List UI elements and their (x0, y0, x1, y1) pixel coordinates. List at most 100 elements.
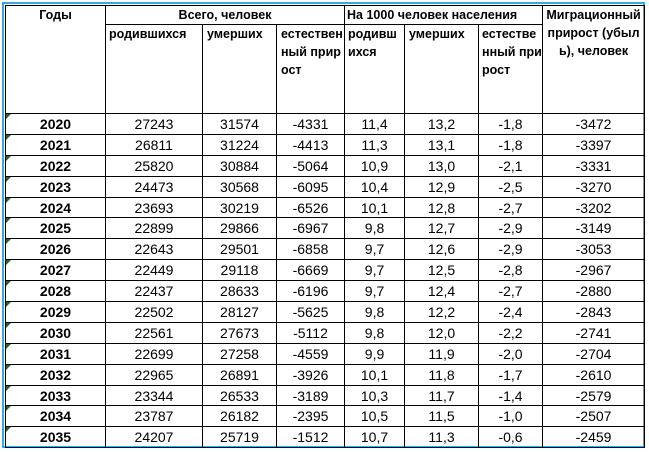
cell-natural-rate: -2,4 (478, 301, 544, 323)
cell-died: 30568 (202, 175, 277, 198)
cell-natural: -6095 (275, 175, 346, 198)
year-cell: 2020 (5, 113, 106, 135)
cell-natural-rate: -2,0 (478, 342, 544, 365)
year-cell: 2026 (5, 238, 106, 261)
cell-died-rate: 11,8 (404, 363, 480, 386)
cell-corner-marker (6, 156, 11, 161)
cell-died: 31574 (202, 113, 277, 135)
year-cell: 2027 (5, 259, 106, 282)
cell-born-rate: 9,8 (344, 321, 406, 344)
header-died: умерших (202, 24, 277, 114)
header-years: Годы (5, 5, 106, 114)
cell-natural: -4413 (275, 133, 346, 156)
cell-natural-rate: -2,2 (478, 321, 544, 344)
table-row: 2022 25820 30884 -5064 10,9 13,0 -2,1 -3331 (5, 154, 646, 177)
cell-corner-marker (6, 365, 11, 370)
cell-born-rate: 9,8 (344, 301, 406, 323)
cell-migration: -3270 (542, 175, 646, 198)
cell-died-rate: 11,9 (404, 342, 480, 365)
year-label: 2024 (39, 199, 72, 216)
header-total-group: Всего, человек (104, 5, 346, 25)
cell-migration: -2704 (542, 342, 646, 365)
year-label: 2029 (39, 303, 72, 320)
cell-natural: -6196 (275, 280, 346, 303)
cell-born-rate: 9,8 (344, 217, 406, 240)
table-row: 2020 27243 31574 -4331 11,4 13,2 -1,8 -3472 (5, 113, 646, 135)
cell-died-rate: 13,2 (404, 113, 480, 135)
cell-died-rate: 11,3 (404, 426, 480, 449)
cell-born: 23787 (105, 405, 203, 428)
cell-migration: -3397 (542, 133, 646, 156)
cell-died-rate: 13,1 (404, 133, 480, 156)
table-row: 2031 22699 27258 -4559 9,9 11,9 -2,0 -2704 (5, 342, 646, 365)
year-label: 2020 (39, 115, 72, 132)
table-row: 2033 23344 26533 -3189 10,3 11,7 -1,4 -2579 (5, 384, 646, 407)
cell-died: 31224 (202, 133, 277, 156)
cell-natural-rate: -1,0 (478, 405, 544, 428)
year-label: 2021 (39, 136, 72, 153)
table-row: 2029 22502 28127 -5625 9,8 12,2 -2,4 -2843 (5, 301, 646, 323)
table-row: 2025 22899 29866 -6967 9,8 12,7 -2,9 -3149 (5, 217, 646, 240)
cell-migration: -2741 (542, 321, 646, 344)
cell-died: 27258 (202, 342, 277, 365)
cell-natural-rate: -2,9 (478, 217, 544, 240)
year-cell: 2025 (5, 217, 106, 240)
year-cell: 2035 (5, 426, 106, 449)
cell-corner-marker (6, 344, 11, 349)
year-cell: 2030 (5, 321, 106, 344)
cell-natural: -3189 (275, 384, 346, 407)
year-cell: 2023 (5, 175, 106, 198)
cell-migration: -2507 (542, 405, 646, 428)
cell-died: 26533 (202, 384, 277, 407)
table-row: 2032 22965 26891 -3926 10,1 11,8 -1,7 -2610 (5, 363, 646, 386)
year-label: 2022 (39, 157, 72, 174)
cell-born: 22437 (105, 280, 203, 303)
header-natural: естественный прирост (275, 24, 346, 114)
header-born: родившихся (105, 24, 203, 114)
cell-corner-marker (6, 198, 11, 203)
cell-natural: -1512 (275, 426, 346, 449)
cell-born: 25820 (105, 154, 203, 177)
cell-corner-marker (6, 427, 11, 433)
year-cell: 2031 (5, 342, 106, 365)
year-label: 2030 (39, 324, 72, 341)
table-row: 2026 22643 29501 -6858 9,7 12,6 -2,9 -3053 (5, 238, 646, 261)
cell-corner-marker (6, 281, 11, 287)
cell-died: 30884 (202, 154, 277, 177)
cell-natural: -4559 (275, 342, 346, 365)
cell-died-rate: 11,5 (404, 405, 480, 428)
cell-migration: -3149 (542, 217, 646, 240)
cell-died: 29501 (202, 238, 277, 261)
cell-migration: -2579 (542, 384, 646, 407)
header-migration: Миграционный прирост (убыль), человек (542, 5, 646, 114)
table-row: 2023 24473 30568 -6095 10,4 12,9 -2,5 -3270 (5, 175, 646, 198)
cell-natural: -6858 (275, 238, 346, 261)
cell-natural-rate: -1,4 (478, 384, 544, 407)
year-label: 2032 (39, 366, 72, 383)
cell-natural: -6669 (275, 259, 346, 282)
cell-natural-rate: -1,8 (478, 133, 544, 156)
cell-died: 28127 (202, 301, 277, 323)
cell-born: 22449 (105, 259, 203, 282)
cell-natural: -5625 (275, 301, 346, 323)
cell-born: 22965 (105, 363, 203, 386)
cell-born-rate: 10,4 (344, 175, 406, 198)
table-row: 2035 24207 25719 -1512 10,7 11,3 -0,6 -2459 (5, 426, 646, 449)
cell-born: 22502 (105, 301, 203, 323)
cell-born-rate: 10,3 (344, 384, 406, 407)
demographic-forecast-table: Годы Всего, человек На 1000 человек насе… (5, 5, 646, 449)
cell-died: 28633 (202, 280, 277, 303)
cell-natural-rate: -2,1 (478, 154, 544, 177)
year-cell: 2029 (5, 301, 106, 323)
cell-natural: -5112 (275, 321, 346, 344)
cell-migration: -2459 (542, 426, 646, 449)
cell-born-rate: 10,7 (344, 426, 406, 449)
year-label: 2025 (39, 220, 72, 237)
cell-born-rate: 10,5 (344, 405, 406, 428)
cell-migration: -2967 (542, 259, 646, 282)
cell-born-rate: 10,1 (344, 363, 406, 386)
cell-born: 22643 (105, 238, 203, 261)
cell-corner-marker (6, 260, 11, 266)
table-row: 2028 22437 28633 -6196 9,7 12,4 -2,7 -2880 (5, 280, 646, 303)
